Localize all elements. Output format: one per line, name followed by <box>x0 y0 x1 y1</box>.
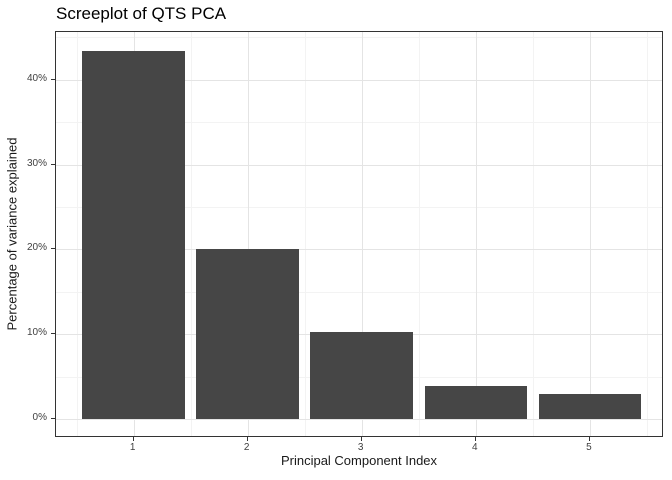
x-tick-mark <box>360 437 362 441</box>
bar-pc-3 <box>310 331 414 420</box>
y-tick-label: 20% <box>26 242 47 254</box>
plot-title: Screeplot of QTS PCA <box>56 4 227 23</box>
minor-gridline-x <box>532 32 534 436</box>
major-gridline-y <box>56 164 662 166</box>
major-gridline-y <box>56 249 662 251</box>
x-tick-mark <box>246 437 248 441</box>
x-tick-mark <box>474 437 476 441</box>
y-tick-label: 40% <box>26 72 47 84</box>
y-tick-mark <box>51 248 55 250</box>
minor-gridline-y <box>56 207 662 208</box>
y-tick-mark <box>51 163 55 165</box>
x-tick-mark <box>588 437 590 441</box>
x-tick-label: 5 <box>586 442 592 453</box>
x-tick-label: 1 <box>129 442 136 453</box>
x-tick-label: 4 <box>472 442 478 453</box>
plot-panel <box>55 31 663 437</box>
bar-pc-1 <box>82 50 185 420</box>
x-tick-label: 3 <box>357 442 364 453</box>
major-gridline-x <box>361 32 363 436</box>
minor-gridline-x <box>76 32 78 436</box>
minor-gridline-y <box>56 291 662 293</box>
y-tick-mark <box>51 418 55 420</box>
minor-gridline-x <box>190 32 192 436</box>
y-tick-mark <box>51 333 55 335</box>
x-tick-label: 2 <box>243 442 250 453</box>
x-axis-title: Principal Component Index <box>280 453 438 468</box>
minor-gridline-x <box>646 32 648 436</box>
major-gridline-x <box>247 32 249 436</box>
minor-gridline-x <box>418 32 420 436</box>
minor-gridline-x <box>304 32 306 436</box>
major-gridline-y <box>56 79 662 81</box>
minor-gridline-y <box>56 122 662 123</box>
bar-pc-2 <box>196 249 299 420</box>
y-tick-label: 0% <box>32 412 47 424</box>
minor-gridline-y <box>56 37 662 39</box>
bar-pc-4 <box>424 386 528 420</box>
y-tick-mark <box>51 78 55 80</box>
x-tick-mark <box>132 437 134 441</box>
y-tick-label: 10% <box>26 327 47 339</box>
major-gridline-y <box>56 419 662 421</box>
major-gridline-x <box>475 32 477 436</box>
bar-pc-5 <box>538 393 642 420</box>
y-tick-label: 30% <box>26 157 47 169</box>
major-gridline-x <box>589 32 591 436</box>
